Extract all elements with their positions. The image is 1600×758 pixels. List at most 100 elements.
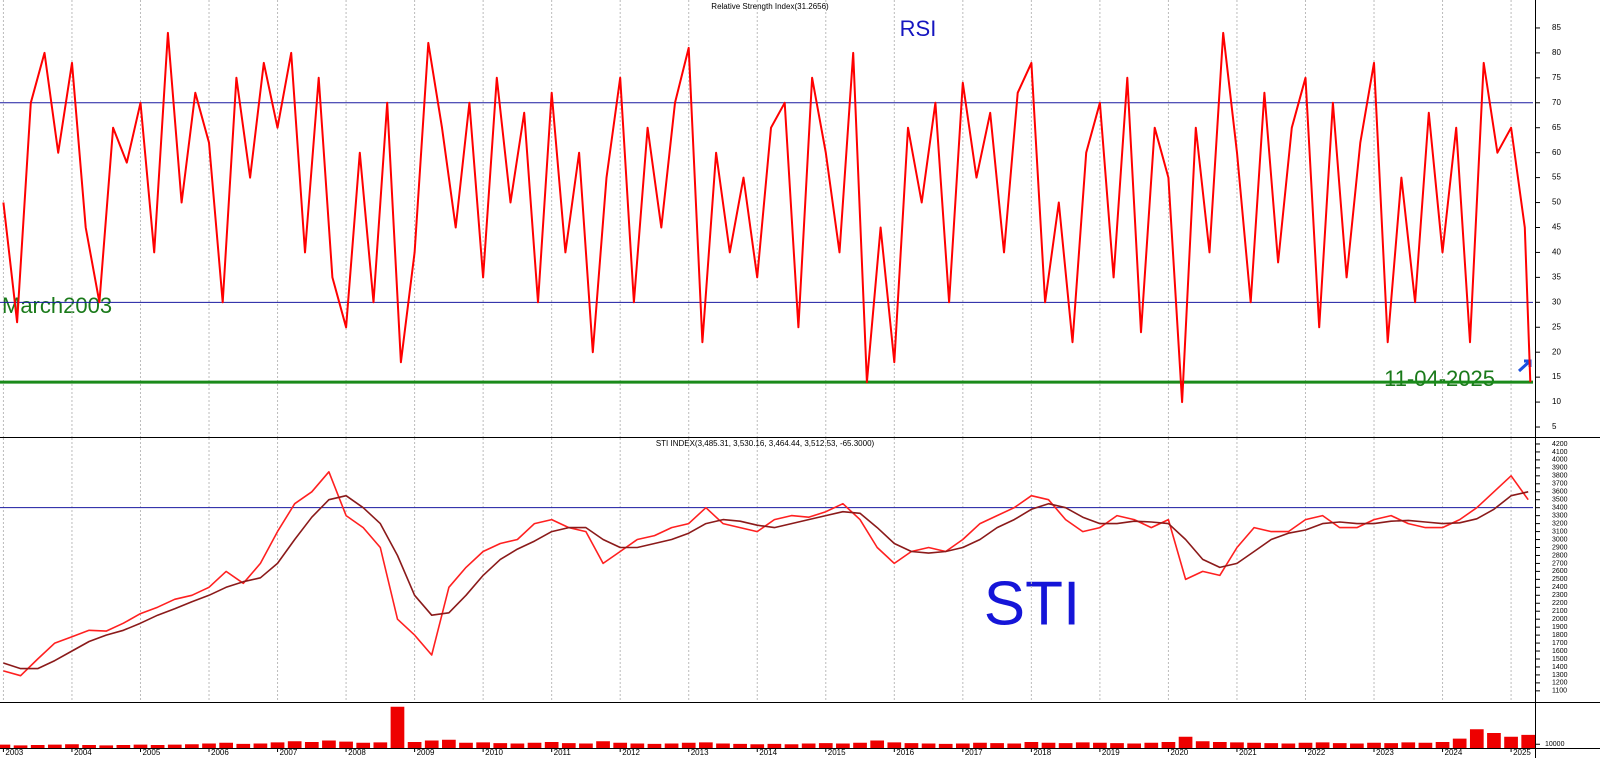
volume-bar [13, 745, 28, 748]
y-tick-label: 1600 [1552, 648, 1568, 655]
x-tick-label: 2007 [280, 748, 298, 757]
volume-bar [836, 743, 850, 748]
x-tick-label: 2019 [1102, 748, 1120, 757]
volume-bar [270, 742, 285, 748]
y-tick-label: 70 [1552, 98, 1561, 107]
y-tick-label: 2600 [1552, 568, 1568, 575]
y-tick-label: 2400 [1552, 584, 1568, 591]
volume-bar [527, 742, 542, 748]
y-tick-label: 1200 [1552, 680, 1568, 687]
volume-bar [1384, 743, 1398, 748]
x-tick-label: 2024 [1445, 748, 1463, 757]
y-tick-label: 1700 [1552, 640, 1568, 647]
volume-bar [853, 742, 867, 748]
volume-bar [955, 743, 970, 748]
x-tick-label: 2017 [965, 748, 983, 757]
y-tick-label: 4000 [1552, 457, 1568, 464]
volume-bar [1487, 733, 1501, 748]
volume-bar [887, 742, 902, 748]
volume-bar [750, 744, 765, 748]
volume-bar [1452, 738, 1467, 748]
volume-bar [304, 742, 319, 748]
x-tick-label: 2011 [554, 748, 572, 757]
y-tick-label: 75 [1552, 73, 1561, 82]
data-line [3, 491, 1529, 670]
y-tick-label: 2900 [1552, 544, 1568, 551]
y-tick-label: 10 [1552, 397, 1561, 406]
volume-bar [1350, 743, 1364, 748]
volume-bar [938, 743, 953, 748]
y-tick-label: 2700 [1552, 560, 1568, 567]
y-tick-label: 3600 [1552, 489, 1568, 496]
volume-bar [1435, 742, 1450, 748]
volume-bar [407, 742, 422, 748]
y-tick-label: 2200 [1552, 600, 1568, 607]
volume-bar [1144, 742, 1159, 748]
y-tick-label: 50 [1552, 198, 1561, 207]
volume-bar [1024, 742, 1039, 748]
x-tick-label: 2020 [1170, 748, 1188, 757]
y-tick-label: 25 [1552, 322, 1561, 331]
volume-bar [681, 742, 696, 748]
volume-bar [1195, 741, 1210, 748]
volume-bar [698, 742, 713, 748]
volume-bar [373, 742, 388, 748]
y-tick-label: 15 [1552, 372, 1561, 381]
volume-bar [1041, 742, 1056, 748]
y-tick-label: 3500 [1552, 497, 1568, 504]
volume-bar [664, 743, 679, 748]
volume-bar [1264, 743, 1279, 748]
volume-bar [767, 743, 782, 748]
x-tick-label: 2005 [142, 748, 160, 757]
volume-bar [1212, 742, 1227, 748]
volume-bar [133, 744, 148, 748]
y-tick-label: 80 [1552, 48, 1561, 57]
y-tick-label: 60 [1552, 148, 1561, 157]
volume-bar [116, 745, 131, 748]
y-tick-label: 2500 [1552, 576, 1568, 583]
y-tick-label: 3900 [1552, 465, 1568, 472]
volume-bar [596, 741, 610, 748]
volume-bar [870, 740, 885, 748]
volume-bar [990, 743, 1004, 748]
data-line [2, 31, 1532, 404]
volume-bar [322, 740, 336, 748]
volume-bar [1281, 743, 1296, 748]
volume-bar [1367, 742, 1381, 748]
volume-bar [613, 742, 628, 748]
volume-bar [390, 706, 405, 748]
volume-bar [339, 741, 353, 748]
y-tick-label: 3100 [1552, 528, 1568, 535]
march-label: March2003 [2, 293, 112, 318]
volume-bar [219, 742, 233, 748]
x-tick-label: 2012 [622, 748, 640, 757]
y-tick-label: 1800 [1552, 632, 1568, 639]
volume-bar [1469, 729, 1484, 748]
y-tick-label: 2000 [1552, 616, 1568, 623]
volume-bar [1401, 742, 1416, 748]
volume-bar [904, 743, 919, 748]
y-tick-label: 4100 [1552, 449, 1568, 456]
x-tick-label: 2009 [417, 748, 435, 757]
volume-bar [1007, 743, 1022, 748]
y-tick-label: 1300 [1552, 672, 1568, 679]
y-tick-label: 45 [1552, 223, 1561, 232]
x-tick-label: 2010 [485, 748, 503, 757]
volume-bar [30, 745, 45, 748]
volume-bar [1504, 736, 1518, 748]
volume-bar [1332, 743, 1347, 748]
volume-bar [442, 739, 456, 748]
y-tick-label: 1500 [1552, 656, 1568, 663]
volume-bar [1418, 742, 1433, 748]
volume-bar [82, 745, 96, 748]
y-tick-label: 65 [1552, 123, 1561, 132]
sti-title: STI INDEX(3,485.31, 3,530.16, 3,464.44, … [656, 439, 875, 448]
y-tick-label: 3700 [1552, 481, 1568, 488]
volume-bar [973, 742, 987, 748]
y-tick-label: 1400 [1552, 664, 1568, 671]
volume-bar [167, 744, 182, 748]
y-tick-label: 20 [1552, 347, 1561, 356]
x-tick-label: 2008 [348, 748, 366, 757]
